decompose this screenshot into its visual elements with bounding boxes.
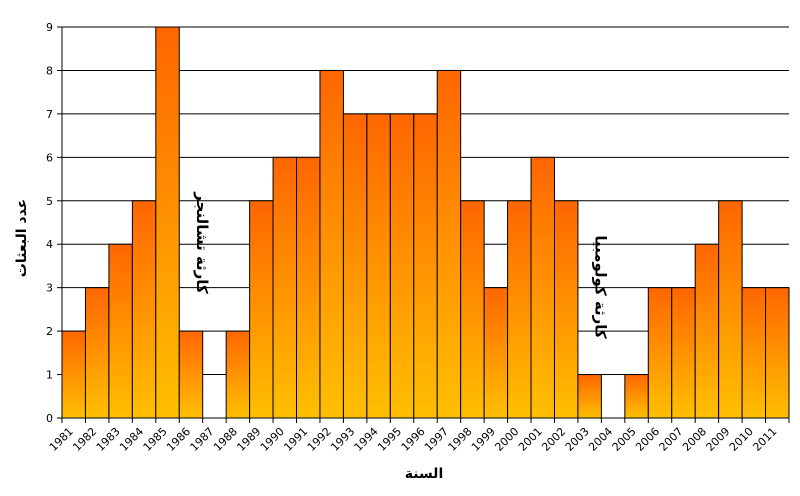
bar	[84, 287, 110, 419]
bar	[647, 287, 673, 419]
x-tick-label: 2000	[492, 425, 521, 454]
x-tick-label: 2006	[633, 425, 662, 454]
bar	[553, 200, 579, 419]
x-tick-label: 2004	[586, 425, 615, 454]
bar	[366, 113, 391, 419]
x-tick-label: 2001	[516, 425, 545, 454]
x-tick-label: 1997	[422, 425, 451, 454]
axes	[57, 26, 790, 423]
bar	[530, 156, 555, 419]
annotation-label: كارثة تشالنجر	[193, 191, 211, 294]
bar	[741, 287, 767, 419]
bar	[413, 113, 438, 419]
x-tick-label: 1982	[70, 425, 99, 454]
bar	[319, 69, 344, 419]
x-tick-label: 1994	[352, 425, 381, 454]
bar	[342, 113, 368, 419]
bar	[436, 69, 462, 419]
x-tick-label: 2008	[680, 425, 709, 454]
bar	[155, 26, 180, 419]
bar	[131, 200, 157, 419]
x-tick-label: 1990	[258, 425, 287, 454]
bar	[108, 243, 133, 419]
x-tick-label: 1992	[305, 425, 334, 454]
x-tick-label: 2002	[539, 425, 568, 454]
bars	[61, 26, 790, 419]
x-tick-label: 1991	[281, 425, 310, 454]
x-tick-label: 1988	[211, 425, 240, 454]
x-tick-label: 1996	[399, 425, 428, 454]
y-tick-label: 5	[46, 195, 53, 208]
annotation-label: كارثة كولومبيا	[592, 235, 610, 339]
y-tick-label: 1	[46, 369, 53, 382]
bar	[296, 156, 321, 419]
y-tick-label: 3	[46, 282, 53, 295]
x-tick-label: 2007	[657, 425, 686, 454]
x-tick-label: 1981	[47, 425, 76, 454]
x-tick-label: 2003	[563, 425, 592, 454]
x-tick-label: 1999	[469, 425, 498, 454]
x-tick-label: 1985	[141, 425, 170, 454]
x-tick-label: 2011	[750, 425, 779, 454]
bar	[460, 200, 485, 419]
x-tick-label: 2010	[727, 425, 756, 454]
bar	[389, 113, 415, 419]
y-tick-label: 8	[46, 64, 53, 77]
bar	[694, 243, 720, 419]
bar	[178, 330, 204, 419]
y-tick-label: 7	[46, 108, 53, 121]
annotations: كارثة تشالنجر كارثة كولومبيا	[193, 191, 610, 339]
bar	[61, 330, 86, 419]
bar	[225, 330, 251, 419]
x-tick-label: 1995	[375, 425, 404, 454]
bar	[577, 374, 602, 419]
x-tick-label: 1987	[188, 425, 217, 454]
y-axis-title: عدد البعثات	[14, 199, 30, 277]
x-tick-label: 1993	[328, 425, 357, 454]
x-tick-label: 1983	[94, 425, 123, 454]
bar	[272, 156, 298, 419]
bar	[507, 200, 532, 419]
y-tick-label: 6	[46, 151, 53, 164]
bar	[671, 287, 696, 419]
x-tick-label: 1986	[164, 425, 193, 454]
y-tick-label: 9	[46, 21, 53, 34]
y-tick-label: 2	[46, 325, 53, 338]
bar	[483, 287, 509, 419]
bar	[718, 200, 743, 419]
x-tick-label: 2009	[704, 425, 733, 454]
bar	[624, 374, 649, 419]
y-tick-label: 4	[46, 238, 53, 251]
x-tick-label: 1998	[446, 425, 475, 454]
bar	[249, 200, 274, 419]
x-tick-label: 1989	[234, 425, 263, 454]
bar	[765, 287, 790, 419]
x-tick-label: 1984	[117, 425, 146, 454]
x-axis-title: السنة	[405, 466, 444, 482]
y-tick-label: 0	[46, 412, 53, 425]
x-tick-label: 2005	[610, 425, 639, 454]
